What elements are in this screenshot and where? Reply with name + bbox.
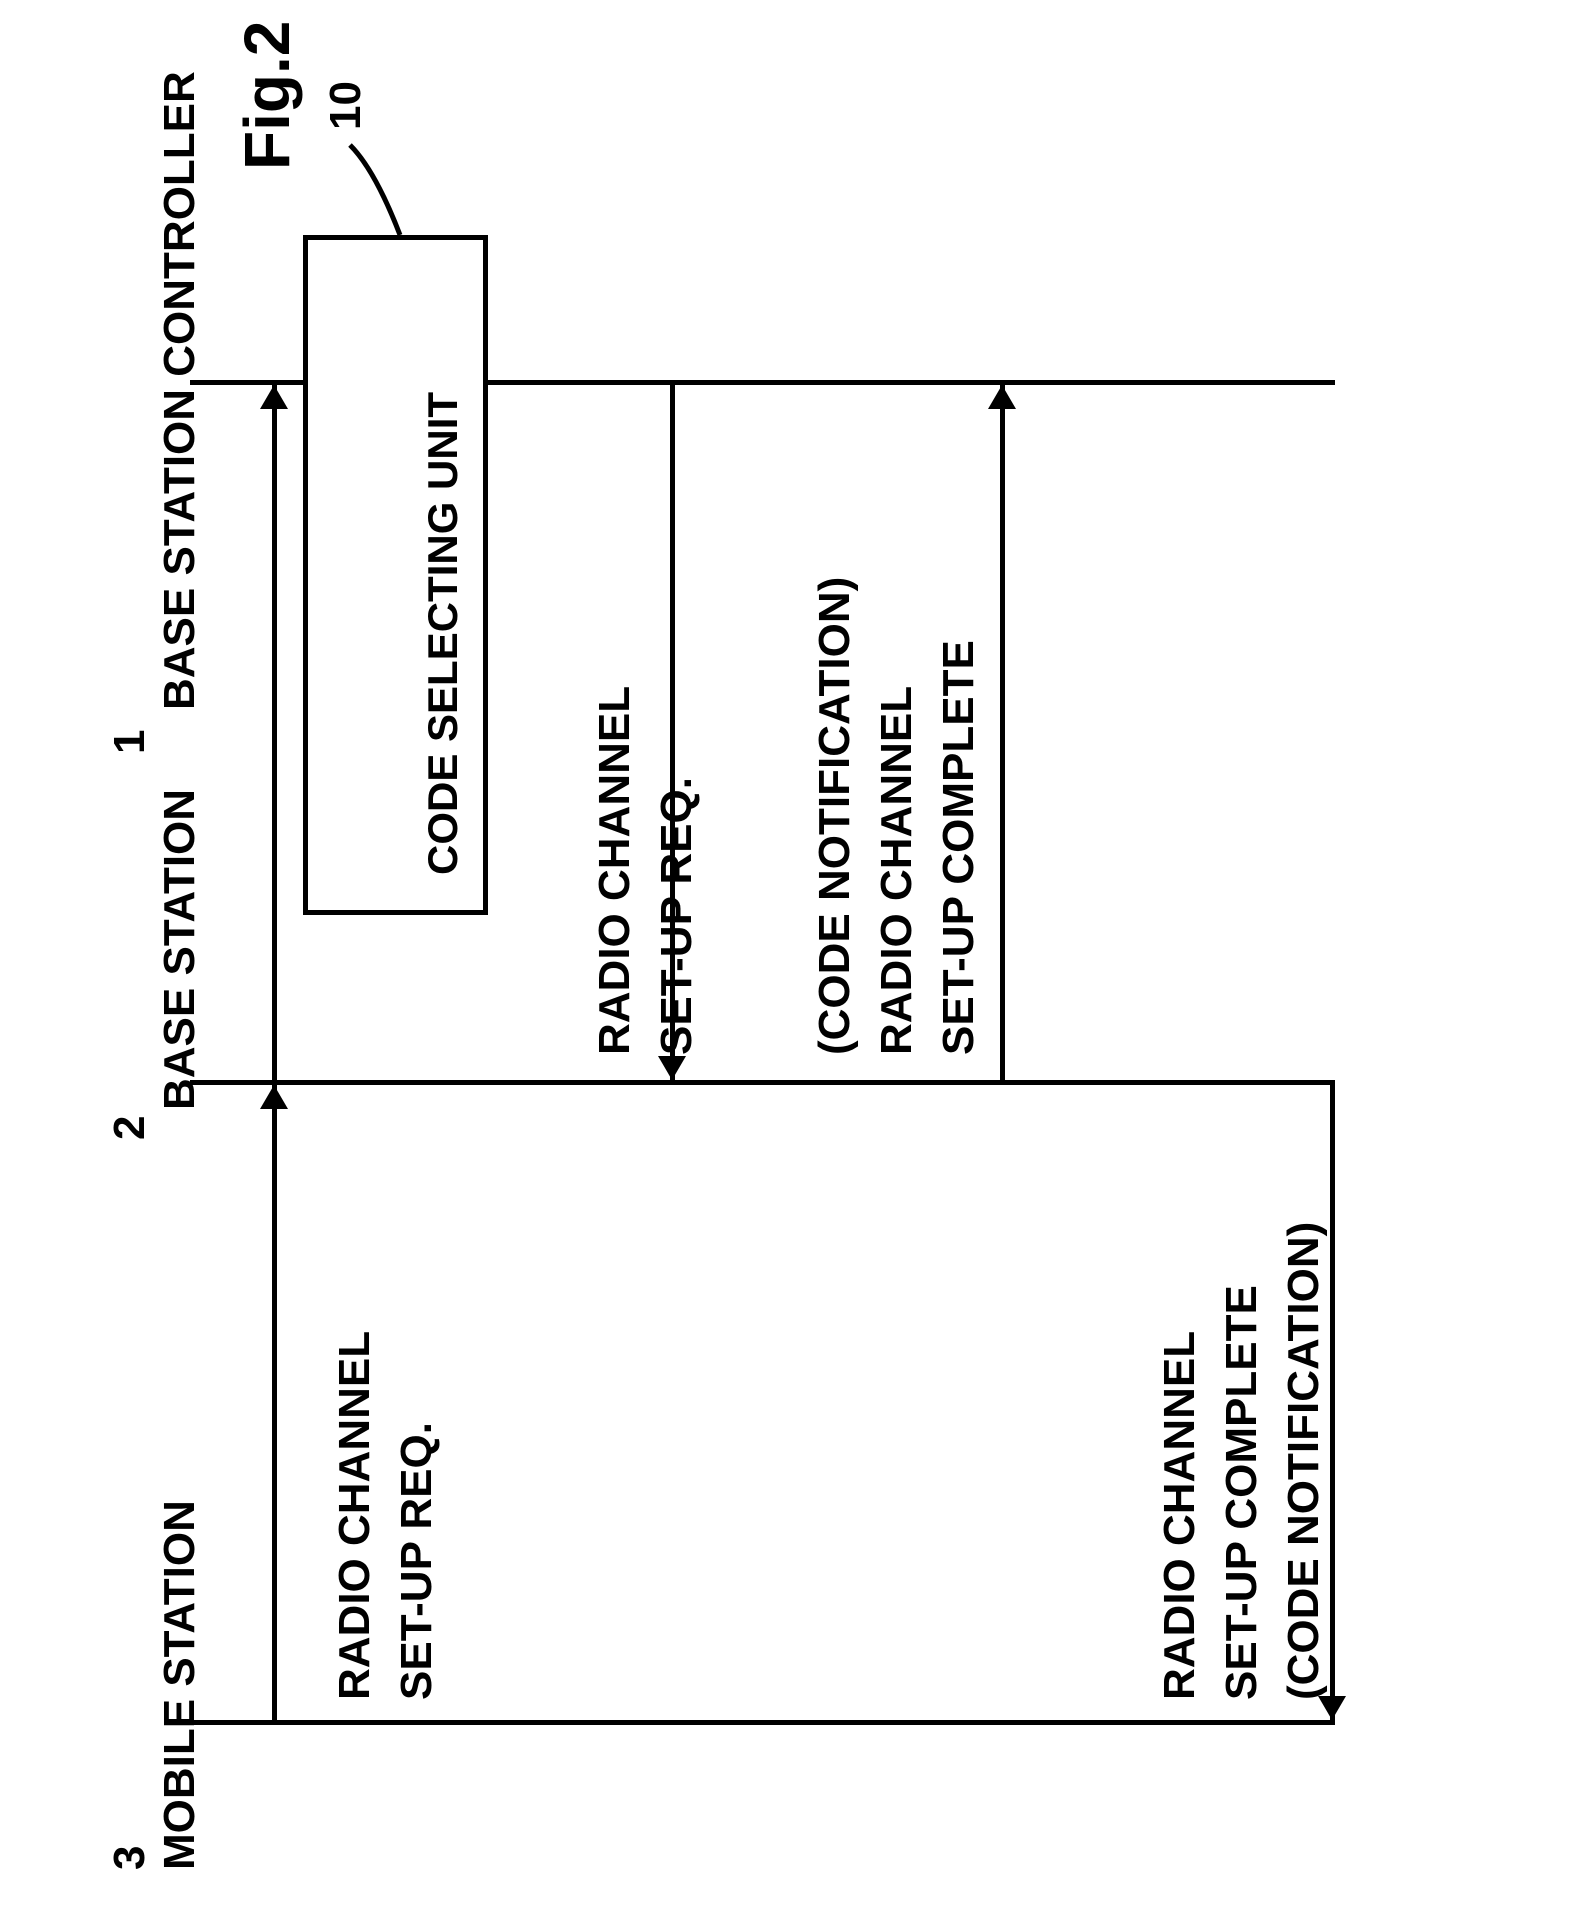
lifeline-mobile bbox=[190, 1720, 1335, 1725]
lifeline-header-base: BASE STATION bbox=[155, 789, 205, 1110]
msg-ms-bs-req-label-1: RADIO CHANNEL bbox=[330, 1331, 380, 1700]
code-selecting-unit-label: CODE SELECTING UNIT bbox=[419, 392, 467, 875]
msg-bs-ms-complete-label-3: (CODE NOTIFICATION) bbox=[1279, 1222, 1329, 1700]
diagram-container: Fig.2 3 MOBILE STATION 2 BASE STATION 1 … bbox=[40, 40, 1530, 1880]
msg-ms-bs-req-line bbox=[272, 1085, 277, 1720]
msg-bsc-bs-setup-arrowhead bbox=[658, 1056, 686, 1080]
lifeline-number-base: 2 bbox=[105, 1116, 155, 1140]
msg-ms-bs-req-arrowhead bbox=[260, 1085, 288, 1109]
figure-title: Fig.2 bbox=[230, 21, 304, 170]
lifeline-number-controller: 1 bbox=[105, 730, 155, 754]
msg-bs-bsc-req-line bbox=[272, 385, 277, 1080]
msg-bs-ms-complete-label-1: RADIO CHANNEL bbox=[1155, 1331, 1205, 1700]
msg-bs-ms-complete-line bbox=[1330, 1085, 1335, 1720]
msg-bs-bsc-complete-arrowhead bbox=[988, 385, 1016, 409]
msg-bs-ms-complete-label-2: SET-UP COMPLETE bbox=[1217, 1285, 1267, 1700]
msg-bs-bsc-complete-label-3: SET-UP COMPLETE bbox=[934, 640, 984, 1055]
msg-bsc-bs-setup-label-2: SET-UP REQ. bbox=[652, 777, 702, 1055]
msg-bs-bsc-complete-line bbox=[1000, 385, 1005, 1080]
msg-bs-bsc-req-arrowhead bbox=[260, 385, 288, 409]
msg-bs-bsc-complete-label-1: (CODE NOTIFICATION) bbox=[810, 577, 860, 1055]
lifeline-header-mobile: MOBILE STATION bbox=[155, 1500, 205, 1870]
lifeline-header-controller: BASE STATION CONTROLLER bbox=[155, 71, 205, 710]
code-box-leader bbox=[305, 140, 445, 240]
lifeline-base bbox=[190, 1080, 1335, 1085]
msg-ms-bs-req-label-2: SET-UP REQ. bbox=[392, 1422, 442, 1700]
lifeline-number-mobile: 3 bbox=[105, 1846, 155, 1870]
msg-bs-bsc-complete-label-2: RADIO CHANNEL bbox=[872, 686, 922, 1055]
msg-bsc-bs-setup-label-1: RADIO CHANNEL bbox=[590, 686, 640, 1055]
code-selecting-unit-number: 10 bbox=[321, 81, 371, 130]
